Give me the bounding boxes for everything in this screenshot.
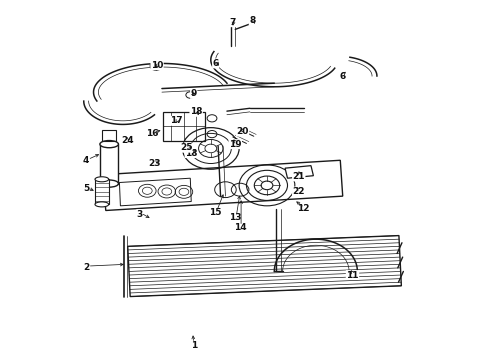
Text: 2: 2: [83, 264, 89, 273]
Text: 9: 9: [191, 89, 197, 98]
Text: 18: 18: [185, 149, 197, 158]
Ellipse shape: [95, 202, 109, 207]
Polygon shape: [285, 166, 314, 178]
Text: 12: 12: [297, 204, 310, 213]
Text: 3: 3: [137, 210, 143, 219]
Text: 7: 7: [230, 18, 236, 27]
Text: 24: 24: [122, 136, 134, 145]
Text: 8: 8: [249, 16, 255, 25]
Text: 18: 18: [190, 107, 202, 116]
Text: 5: 5: [83, 184, 89, 193]
Polygon shape: [95, 179, 109, 204]
Text: 17: 17: [171, 116, 183, 125]
Polygon shape: [100, 144, 119, 184]
Text: 14: 14: [234, 223, 246, 232]
Ellipse shape: [100, 180, 119, 187]
Ellipse shape: [95, 177, 109, 182]
Circle shape: [186, 92, 195, 98]
Polygon shape: [163, 112, 205, 140]
Polygon shape: [128, 235, 401, 297]
Polygon shape: [120, 178, 191, 206]
Text: 20: 20: [236, 127, 249, 136]
Text: 16: 16: [146, 129, 158, 138]
Text: 21: 21: [293, 172, 305, 181]
Text: 13: 13: [229, 213, 242, 222]
Text: 6: 6: [340, 72, 346, 81]
Text: 25: 25: [180, 143, 193, 152]
Text: 6: 6: [213, 59, 219, 68]
Polygon shape: [103, 160, 343, 211]
Ellipse shape: [100, 140, 119, 148]
Text: 22: 22: [293, 187, 305, 196]
Text: 10: 10: [151, 61, 163, 70]
Circle shape: [207, 115, 217, 122]
Text: 1: 1: [191, 341, 197, 350]
Text: 11: 11: [346, 270, 359, 279]
Text: 15: 15: [209, 208, 222, 217]
Circle shape: [150, 62, 162, 70]
Circle shape: [207, 131, 217, 138]
Text: 19: 19: [229, 140, 242, 149]
Text: 4: 4: [83, 156, 89, 165]
Text: 23: 23: [148, 159, 161, 168]
